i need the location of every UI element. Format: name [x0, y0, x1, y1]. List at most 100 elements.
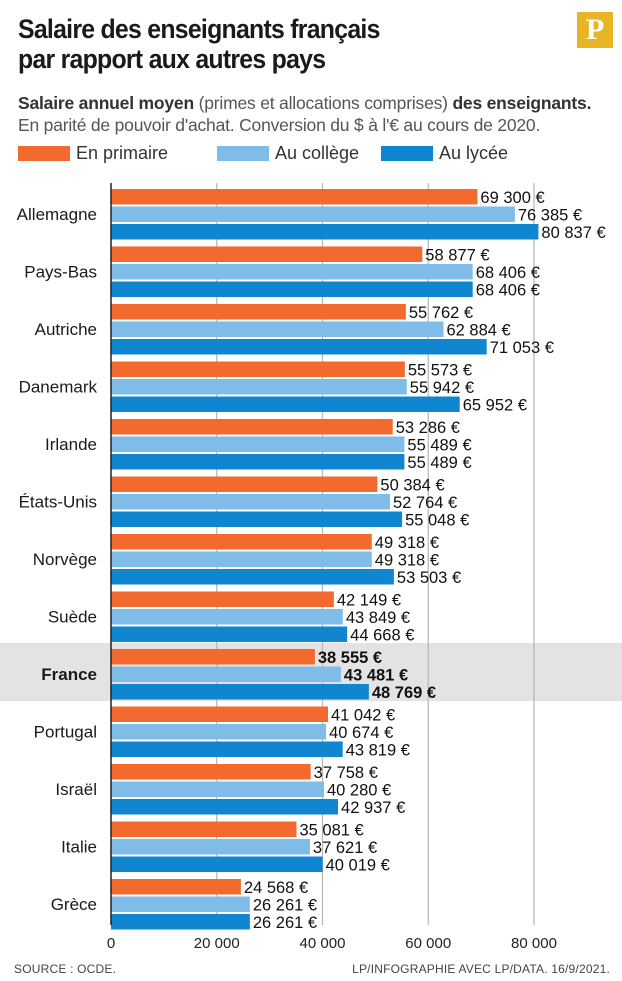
- value-label-8-1: 43 481 €: [344, 667, 408, 685]
- category-label-7: Suède: [48, 608, 97, 627]
- category-label-6: Norvège: [33, 550, 97, 569]
- value-label-12-2: 26 261 €: [253, 914, 317, 932]
- value-label-2-2: 71 053 €: [490, 339, 554, 357]
- value-label-11-2: 40 019 €: [326, 857, 390, 875]
- category-label-1: Pays-Bas: [24, 263, 97, 282]
- value-label-12-0: 24 568 €: [244, 879, 308, 897]
- value-label-4-1: 55 489 €: [407, 437, 471, 455]
- value-label-5-0: 50 384 €: [380, 477, 444, 495]
- logo-letter: P: [585, 13, 605, 46]
- x-tick-label-1: 20 000: [194, 935, 240, 952]
- value-label-3-2: 65 952 €: [463, 397, 527, 415]
- value-label-6-1: 49 318 €: [375, 552, 439, 570]
- value-label-1-0: 58 877 €: [425, 247, 489, 265]
- value-label-7-1: 43 849 €: [346, 609, 410, 627]
- value-label-7-2: 44 668 €: [350, 627, 414, 645]
- bar-2-2: [111, 339, 487, 355]
- bar-5-0: [111, 476, 378, 492]
- bar-7-2: [111, 626, 348, 642]
- subtitle-bold-2: des enseignants.: [452, 93, 592, 113]
- bar-10-1: [111, 781, 324, 797]
- legend-label-college: Au collège: [275, 143, 360, 163]
- value-label-8-0: 38 555 €: [318, 649, 382, 667]
- value-label-2-0: 55 762 €: [409, 304, 473, 322]
- category-label-3: Danemark: [19, 378, 98, 397]
- bar-11-2: [111, 856, 323, 872]
- bar-0-2: [111, 224, 539, 240]
- bar-10-2: [111, 799, 339, 815]
- bar-9-2: [111, 741, 343, 757]
- bar-9-0: [111, 706, 329, 722]
- bar-7-1: [111, 609, 343, 625]
- bar-10-0: [111, 764, 311, 780]
- value-label-9-0: 41 042 €: [331, 707, 395, 725]
- value-label-1-2: 68 406 €: [476, 282, 540, 300]
- category-label-8: France: [41, 665, 97, 684]
- publisher-logo: P: [577, 12, 613, 48]
- value-label-4-2: 55 489 €: [407, 454, 471, 472]
- value-label-0-1: 76 385 €: [518, 207, 582, 225]
- bar-4-0: [111, 419, 393, 435]
- chart-subtitle: Salaire annuel moyen (primes et allocati…: [18, 92, 618, 136]
- value-label-10-2: 42 937 €: [341, 799, 405, 817]
- value-label-12-1: 26 261 €: [253, 897, 317, 915]
- subtitle-line-2: En parité de pouvoir d'achat. Conversion…: [18, 115, 541, 135]
- bar-0-0: [111, 189, 478, 205]
- bar-1-2: [111, 281, 473, 297]
- category-label-11: Italie: [61, 838, 97, 857]
- legend-label-primaire: En primaire: [76, 143, 169, 163]
- legend-label-lycee: Au lycée: [439, 143, 509, 163]
- category-label-5: États-Unis: [19, 493, 97, 512]
- bar-9-1: [111, 724, 327, 740]
- x-tick-label-3: 60 000: [405, 935, 451, 952]
- bar-6-1: [111, 551, 372, 567]
- bar-6-2: [111, 569, 394, 585]
- legend-swatch-college: [217, 146, 269, 161]
- bar-4-1: [111, 436, 405, 452]
- value-label-6-0: 49 318 €: [375, 534, 439, 552]
- bar-3-0: [111, 361, 405, 377]
- value-label-9-2: 43 819 €: [346, 742, 410, 760]
- bar-8-2: [111, 684, 369, 700]
- value-label-3-1: 55 942 €: [410, 379, 474, 397]
- bar-5-1: [111, 494, 390, 510]
- bar-8-0: [111, 649, 315, 665]
- bar-3-2: [111, 396, 460, 412]
- bar-12-1: [111, 896, 250, 912]
- bar-6-0: [111, 534, 372, 550]
- bar-8-1: [111, 666, 341, 682]
- subtitle-bold-1: Salaire annuel moyen: [18, 93, 194, 113]
- category-label-10: Israël: [55, 780, 97, 799]
- value-label-5-1: 52 764 €: [393, 494, 457, 512]
- value-label-8-2: 48 769 €: [372, 684, 436, 702]
- bar-2-0: [111, 304, 406, 320]
- subtitle-line-1: Salaire annuel moyen (primes et allocati…: [18, 92, 618, 114]
- legend-swatch-primaire: [18, 146, 70, 161]
- value-label-2-1: 62 884 €: [446, 322, 510, 340]
- value-label-5-2: 55 048 €: [405, 512, 469, 530]
- value-label-10-1: 40 280 €: [327, 782, 391, 800]
- value-label-10-0: 37 758 €: [314, 764, 378, 782]
- bar-12-0: [111, 879, 241, 895]
- title-line-1: Salaire des enseignants français: [18, 14, 380, 44]
- category-label-2: Autriche: [35, 320, 97, 339]
- x-tick-label-0: 0: [107, 935, 115, 952]
- credit-note: LP/INFOGRAPHIE AVEC LP/DATA. 16/9/2021.: [352, 962, 610, 976]
- legend-swatch-lycee: [381, 146, 433, 161]
- title-line-2: par rapport aux autres pays: [18, 44, 326, 74]
- bar-1-1: [111, 264, 473, 280]
- bar-3-1: [111, 379, 407, 395]
- chart-title: Salaire des enseignants français par rap…: [18, 14, 515, 74]
- bar-5-2: [111, 511, 403, 527]
- source-note: SOURCE : OCDE.: [14, 962, 117, 976]
- category-label-4: Irlande: [45, 435, 97, 454]
- value-label-11-1: 37 621 €: [313, 839, 377, 857]
- category-label-9: Portugal: [34, 723, 97, 742]
- x-tick-label-4: 80 000: [511, 935, 557, 952]
- bar-11-0: [111, 821, 297, 837]
- bar-1-0: [111, 246, 423, 262]
- value-label-7-0: 42 149 €: [337, 592, 401, 610]
- value-label-1-1: 68 406 €: [476, 264, 540, 282]
- value-label-9-1: 40 674 €: [329, 724, 393, 742]
